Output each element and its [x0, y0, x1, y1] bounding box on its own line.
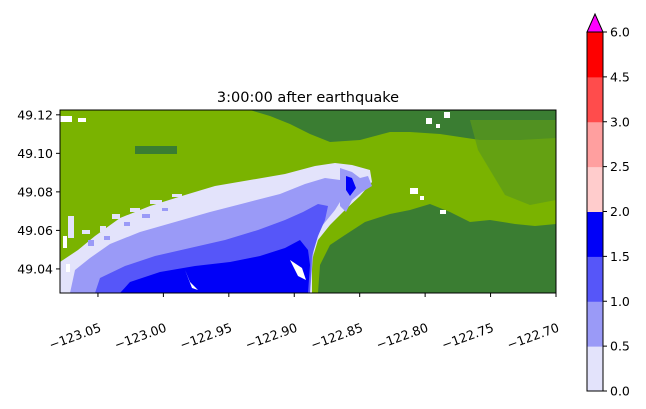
x-tick-label: −123.00: [112, 320, 168, 353]
colorbar-segment: [587, 211, 603, 257]
y-tick-label: 49.08: [17, 184, 53, 199]
colorbar-segment: [587, 32, 603, 78]
x-tick-label: −122.75: [440, 320, 496, 353]
colorbar-tick-label: 4.5: [610, 69, 630, 84]
x-tick-label: −122.95: [178, 320, 234, 353]
dark-patch: [135, 146, 177, 154]
colorbar-segment: [587, 166, 603, 212]
y-tick-label: 49.06: [17, 223, 53, 238]
x-tick-label: −122.90: [243, 320, 299, 353]
colorbar-extend-arrow: [586, 12, 604, 33]
mid-land-east: [470, 120, 556, 205]
y-tick-label: 49.10: [17, 146, 53, 161]
colorbar-segment: [587, 346, 603, 392]
coastal-speckles: [68, 194, 182, 238]
x-tick-label: −122.70: [505, 320, 561, 353]
water-streak: [185, 270, 198, 290]
y-axis: 49.12 49.10 49.08 49.06 49.04: [17, 107, 60, 276]
map-plot: [60, 110, 556, 293]
colorbar-segment: [587, 256, 603, 302]
colorbar-tick-label: 2.0: [610, 204, 630, 219]
x-tick-label: −123.05: [47, 320, 103, 353]
plot-title: 3:00:00 after earthquake: [217, 90, 399, 106]
y-tick-label: 49.12: [17, 107, 53, 122]
map-frame: [59, 109, 557, 294]
colorbar-tick-label: 2.5: [610, 159, 630, 174]
colorbar-tick-label: 3.0: [610, 114, 630, 129]
coastal-speckles: [88, 208, 168, 246]
colorbar-segment: [587, 301, 603, 347]
colorbar-segment: [587, 121, 603, 168]
colorbar: 0.0 0.5 1.0 1.5 2.0 2.5 3.0 4.5 6.0: [586, 12, 630, 399]
y-tick-label: 49.04: [17, 261, 53, 276]
colorbar-tick-label: 0.0: [610, 384, 630, 399]
colorbar-tick-label: 1.5: [610, 249, 630, 264]
high-land-south: [318, 204, 556, 293]
water-streak: [290, 260, 306, 280]
x-axis: −123.05 −123.00 −122.95 −122.90 −122.85 −122.…: [47, 293, 561, 352]
colorbar-tick-label: 1.0: [610, 294, 630, 309]
white-speckles: [60, 112, 450, 272]
x-tick-label: −122.80: [374, 320, 430, 353]
x-tick-label: −122.85: [309, 320, 365, 353]
water-band-3: [120, 240, 310, 293]
colorbar-segment: [587, 76, 603, 123]
colorbar-tick-label: 6.0: [610, 25, 630, 40]
water-inlet: [346, 176, 356, 196]
colorbar-tick-label: 0.5: [610, 339, 630, 354]
